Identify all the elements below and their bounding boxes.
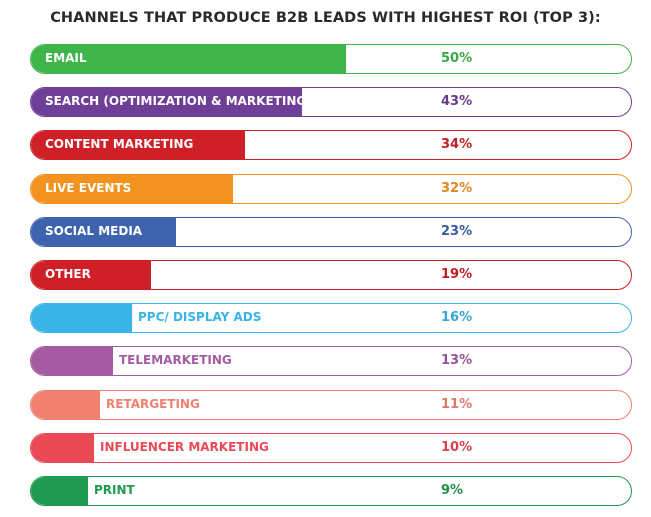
bar — [31, 217, 176, 246]
bar-category-label: EMAIL — [45, 51, 87, 65]
bar-row: PPC/ DISPLAY ADS 16% — [30, 303, 632, 334]
bar-category-label: TELEMARKETING — [119, 353, 232, 368]
bar-value-label: 32% — [441, 180, 473, 196]
bar-category-label: CONTENT MARKETING — [45, 137, 194, 152]
bar — [31, 131, 245, 160]
bar-value-label: 16% — [441, 310, 473, 326]
bar — [31, 261, 151, 289]
bar-row: OTHER 19% — [30, 260, 632, 290]
bar-value-label: 19% — [441, 267, 473, 282]
bar-value-label: 13% — [441, 353, 473, 369]
bar-value-label: 10% — [441, 439, 473, 455]
bar-value-label: 9% — [441, 483, 464, 498]
bar-row: SEARCH (OPTIMIZATION & MARKETING) 43% — [30, 87, 632, 118]
bar — [31, 88, 302, 117]
bar-category-label: PRINT — [94, 483, 135, 497]
bar-value-label: 34% — [441, 137, 473, 153]
bar-category-label: OTHER — [45, 267, 91, 281]
bar-category-label: PPC/ DISPLAY ADS — [138, 310, 262, 325]
chart-title: CHANNELS THAT PRODUCE B2B LEADS WITH HIG… — [50, 10, 601, 26]
bar — [31, 433, 94, 462]
bar-value-label: 11% — [441, 396, 473, 412]
bar-row: INFLUENCER MARKETING 10% — [30, 432, 632, 463]
bar-row: CONTENT MARKETING 34% — [30, 130, 632, 161]
bar-row: PRINT 9% — [30, 476, 632, 506]
bar-value-label: 50% — [441, 51, 473, 66]
bar — [31, 304, 132, 333]
bar-row: TELEMARKETING 13% — [30, 346, 632, 377]
bar-value-label: 23% — [441, 223, 473, 239]
bar-row: SOCIAL MEDIA 23% — [30, 216, 632, 247]
bar — [31, 347, 113, 376]
bar-value-label: 43% — [441, 94, 473, 110]
bar-category-label: SEARCH (OPTIMIZATION & MARKETING) — [45, 94, 312, 109]
bar-category-label: INFLUENCER MARKETING — [100, 439, 269, 454]
bar-category-label: RETARGETING — [106, 396, 200, 411]
bar-category-label: LIVE EVENTS — [45, 180, 132, 195]
bar — [31, 174, 233, 203]
bar — [31, 390, 100, 419]
bar — [31, 477, 88, 505]
bar-category-label: SOCIAL MEDIA — [45, 223, 143, 238]
bar-row: RETARGETING 11% — [30, 389, 632, 420]
bar — [31, 45, 346, 73]
bar-row: LIVE EVENTS 32% — [30, 173, 632, 204]
bar-row: EMAIL 50% — [30, 44, 632, 74]
